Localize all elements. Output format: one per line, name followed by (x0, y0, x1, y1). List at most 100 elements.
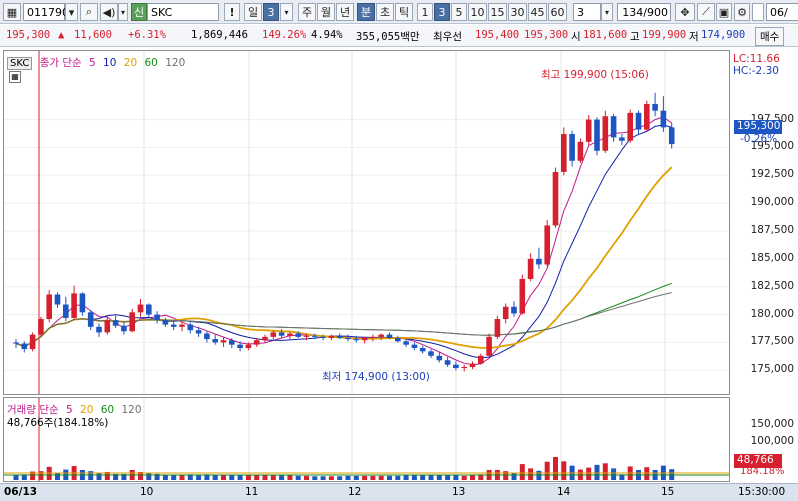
period-count-field[interactable]: 3 (263, 3, 279, 21)
legend-ma60: 60 (144, 57, 158, 69)
volume-bar (345, 475, 351, 480)
candle-body (469, 363, 476, 367)
candle-body (278, 332, 285, 336)
volume-bar (304, 475, 309, 480)
quote-best-label: 최우선 (433, 31, 462, 43)
stock-name-field[interactable]: SKC (147, 3, 219, 21)
candle-body (345, 337, 351, 340)
interval-input[interactable]: 3 (573, 3, 601, 21)
price-tick-label: 190,000 (750, 196, 794, 209)
legend-ma-title: 종가 단순 (39, 57, 82, 69)
volume-bar (503, 471, 509, 480)
y-axis-panel: LC:11.66 HC:-2.30 197,500 195,000 192,500 1… (730, 50, 798, 482)
date-label-3: 12 (348, 486, 362, 498)
volume-bar (586, 467, 592, 480)
interval-dropdown-icon[interactable]: ▾ (601, 3, 613, 21)
candle-body (494, 319, 501, 337)
gear-icon[interactable]: ⚙ (734, 3, 750, 21)
date-input[interactable]: 06/ (766, 3, 798, 21)
chart-tool-icon[interactable]: ✥ (675, 3, 695, 21)
minute-3-button[interactable]: 3 (434, 3, 450, 21)
volume-bar (162, 475, 168, 480)
volume-bar (411, 475, 417, 480)
period-second-button[interactable]: 초 (376, 3, 394, 21)
candle-body (170, 324, 177, 327)
candle-body (378, 334, 384, 337)
candle-body (519, 278, 526, 314)
speaker-dropdown-icon[interactable]: ▾ (118, 3, 128, 21)
credit-badge: 신 (131, 3, 147, 21)
volume-bar (146, 473, 152, 480)
candle-body (536, 258, 542, 265)
candle-body (577, 141, 584, 161)
volume-bar (279, 475, 285, 480)
line-draw-icon[interactable]: ⟋ (697, 3, 715, 21)
volume-bar (378, 475, 384, 480)
vol-tick-100000: 100,000 (750, 435, 794, 447)
candle-body (46, 294, 52, 320)
candle-body (561, 134, 567, 172)
quote-low-label: 저 (689, 31, 699, 43)
minute-10-button[interactable]: 10 (468, 3, 487, 21)
volume-bar (245, 475, 251, 480)
buy-button[interactable]: 매수 (755, 27, 785, 46)
window-icon[interactable]: ▣ (716, 3, 732, 21)
vol-pct-label: 184.18% (740, 466, 785, 477)
minute-15-button[interactable]: 15 (488, 3, 507, 21)
volume-bar (287, 475, 293, 480)
period-month-button[interactable]: 월 (317, 3, 335, 21)
price-tick-label: 192,500 (750, 168, 794, 181)
period-minute-button[interactable]: 분 (357, 3, 375, 21)
period-day-button[interactable]: 일 (244, 3, 262, 21)
period-dropdown-icon[interactable]: ▾ (280, 3, 293, 21)
candle-body (361, 337, 368, 341)
candle-body (419, 348, 426, 352)
volume-bar (121, 473, 127, 480)
grid-layout-icon[interactable]: ▦ (3, 3, 21, 21)
volume-bar (511, 472, 517, 480)
volume-bar (138, 471, 143, 480)
candle-body (295, 333, 301, 337)
candle-body (220, 340, 227, 343)
volume-bar (13, 475, 19, 480)
minute-45-button[interactable]: 45 (528, 3, 547, 21)
speaker-icon[interactable]: ◀) (100, 3, 118, 21)
candle-body (544, 225, 550, 265)
search-icon[interactable]: ⌕ (80, 3, 98, 21)
volume-panel[interactable]: 거래량 단순 5 20 60 120 48,766주(184.18%) (3, 397, 730, 482)
minute-5-button[interactable]: 5 (451, 3, 467, 21)
candle-body (96, 326, 102, 333)
legend-ma20: 20 (123, 57, 138, 69)
minute-1-button[interactable]: 1 (417, 3, 433, 21)
code-dropdown-icon[interactable]: ▾ (65, 3, 78, 21)
period-year-button[interactable]: 년 (336, 3, 354, 21)
minute-60-button[interactable]: 60 (548, 3, 567, 21)
option-checkbox[interactable] (752, 3, 764, 21)
price-tick-label: 195,000 (750, 140, 794, 153)
volume-bar (104, 471, 110, 480)
candle-body (245, 344, 252, 348)
period-tick-button[interactable]: 틱 (395, 3, 413, 21)
candle-body (502, 306, 509, 320)
stock-code-input[interactable]: 011790 (23, 3, 69, 21)
high-annotation: 최고 199,900 (15:06) (541, 69, 649, 81)
candle-body (63, 304, 69, 318)
date-label-5: 14 (557, 486, 571, 498)
legend-ma120: 120 (165, 57, 186, 69)
candle-body (195, 330, 202, 334)
candle-body (602, 116, 609, 151)
price-tick-label: 187,500 (750, 224, 794, 236)
price-panel[interactable]: SKC 종가 단순 5 10 20 60 120 ▦ 최고 199,900 (1… (3, 50, 730, 395)
volume-chart-svg (4, 398, 729, 481)
volume-bar (221, 474, 226, 480)
current-price-box: 195,300 (734, 120, 782, 134)
alert-button[interactable]: ! (224, 3, 240, 21)
volume-bar (470, 475, 475, 480)
panel-menu-icon[interactable]: ▦ (9, 71, 21, 83)
page-counter-field[interactable]: 134/900 (617, 3, 671, 21)
period-week-button[interactable]: 주 (298, 3, 316, 21)
volume-bar (171, 474, 177, 480)
quote-high-label: 고 (630, 31, 640, 43)
minute-30-button[interactable]: 30 (508, 3, 527, 21)
volume-bar (328, 476, 334, 480)
